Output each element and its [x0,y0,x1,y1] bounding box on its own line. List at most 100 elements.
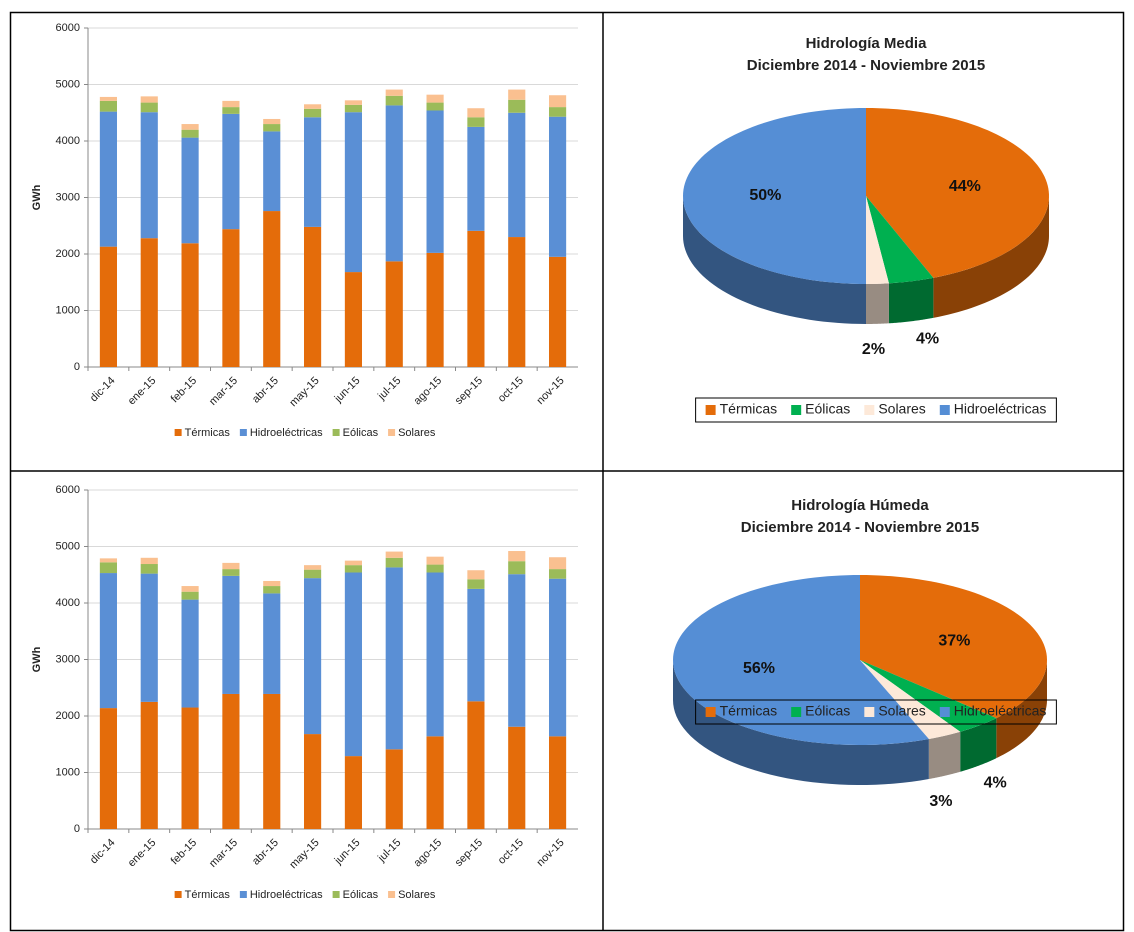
bar-segment [426,252,444,367]
data-label: 4% [984,775,1007,792]
bar-segment [467,588,485,702]
legend-label: Hidroeléctricas [250,889,323,901]
bar-segment [426,736,444,829]
bar-segment [99,111,117,247]
y-tick-label: 1000 [56,766,80,778]
legend: Térmicas Hidroeléctricas Eólicas Solares [174,427,436,439]
bar-segment [549,569,567,579]
bar-segment [426,102,444,111]
bar-segment [181,243,199,367]
legend-swatch [239,891,247,898]
legend-swatch [332,429,340,436]
bar-segment [181,591,199,600]
bar-segment [426,572,444,737]
legend-label: Hidroeléctricas [954,703,1047,719]
x-tick-label: mar-15 [207,837,240,870]
legend-label: Solares [878,703,925,719]
x-tick-label: nov-15 [534,837,566,869]
legend-swatch [705,405,716,415]
bar-segment [344,104,362,113]
bar-segment [304,578,322,735]
legend-label: Hidroeléctricas [250,427,323,439]
legend-label: Solares [398,889,436,901]
y-tick-label: 5000 [56,78,80,90]
x-tick-label: oct-15 [496,375,526,405]
slice-side [683,196,866,324]
bar-segment [304,226,322,367]
y-tick-label: 4000 [56,135,80,147]
legend-swatch [388,429,396,436]
chart-subtitle: Diciembre 2014 - Noviembre 2015 [741,519,979,536]
legend-swatch [864,405,875,415]
pie-slice [860,575,1047,719]
bar-segment [263,693,281,829]
bar-segment [467,126,485,231]
bar-segment [181,137,199,244]
bar-segment [263,593,281,694]
bar-segment [508,551,526,562]
bar-segment [344,756,362,829]
bar-segment [344,272,362,367]
legend-label: Hidroeléctricas [954,401,1047,417]
x-tick-label: may-15 [287,375,321,409]
legend-label: Solares [398,427,436,439]
bar-segment [140,238,158,367]
legend-swatch [864,707,875,717]
bar-segment [508,574,526,727]
y-tick-label: 2000 [56,248,80,260]
bar-segment [140,701,158,829]
bar-segment [467,570,485,580]
bar-segment [385,89,403,96]
slice-side [673,660,929,785]
bar-segment [222,562,240,570]
slice-side [866,283,889,324]
bar-segment [263,131,281,212]
bar-segment [385,95,403,106]
slice-side [960,718,997,772]
y-axis-label: GWh [31,646,43,672]
bar-segment [99,100,117,112]
legend-label: Térmicas [720,401,778,417]
bar-segment [140,102,158,113]
bar-segment [222,100,240,108]
bar-segment [344,560,362,566]
y-tick-label: 5000 [56,540,80,552]
bar-segment [385,261,403,367]
x-tick-label: ene-15 [126,375,159,408]
x-tick-label: feb-15 [169,375,200,406]
bar-segment [222,113,240,230]
legend-swatch [332,891,340,898]
bar-segment [222,569,240,576]
bar-segment [263,211,281,367]
bar-segment [263,586,281,594]
bar-segment [344,572,362,757]
bar-segment [426,564,444,573]
y-tick-label: 0 [74,823,80,835]
legend-swatch [388,891,396,898]
chart-title: Hidrología Húmeda [791,497,929,514]
bar-segment [140,96,158,103]
slice-side [996,660,1047,759]
y-tick-label: 1000 [56,304,80,316]
bar-segment [385,105,403,262]
y-tick-label: 6000 [56,484,80,496]
x-tick-label: ene-15 [126,837,159,870]
bar-segment [508,89,526,100]
bar-segment [222,693,240,829]
bar-segment [426,94,444,103]
bar-segment [181,586,199,592]
x-tick-label: jun-15 [332,837,363,868]
bar-segment [344,565,362,573]
slice-side [888,277,934,324]
x-tick-label: nov-15 [534,375,566,407]
x-tick-label: may-15 [287,837,321,871]
chart-subtitle: Diciembre 2014 - Noviembre 2015 [747,57,985,74]
x-tick-label: sep-15 [453,837,485,869]
legend-swatch [791,405,802,415]
data-label: 50% [749,187,781,204]
bar-segment [304,569,322,579]
legend-label: Eólicas [805,703,850,719]
bar-segment [99,558,117,563]
legend-label: Eólicas [805,401,850,417]
y-tick-label: 4000 [56,597,80,609]
